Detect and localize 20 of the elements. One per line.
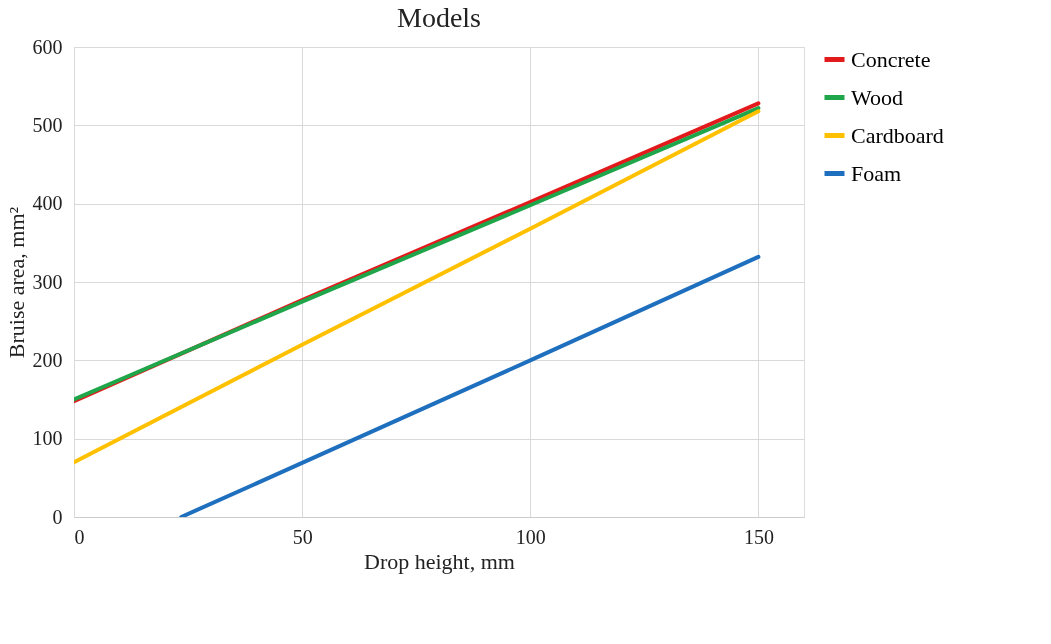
line-series: [74, 109, 761, 465]
legend-label: Foam: [851, 160, 902, 186]
y-tick-label: 100: [32, 427, 63, 450]
y-tick-label: 600: [32, 35, 63, 58]
legend-label: Cardboard: [851, 122, 944, 148]
x-tick-label: 50: [292, 525, 313, 548]
x-axis-title: Drop height, mm: [364, 548, 515, 574]
y-tick-label: 400: [32, 192, 63, 215]
y-tick-label: 0: [52, 505, 63, 528]
y-tick-label: 300: [32, 270, 63, 293]
y-tick-label: 500: [32, 113, 63, 136]
legend-label: Wood: [851, 84, 904, 110]
line-series: [179, 254, 761, 517]
x-tick-label: 0: [74, 525, 85, 548]
x-tick-label: 100: [515, 525, 546, 548]
chart-title: Models: [397, 2, 481, 33]
y-axis-title: Bruise area, mm²: [3, 206, 29, 359]
y-tick-label: 200: [32, 348, 63, 371]
x-tick-label: 150: [743, 525, 774, 548]
legend-label: Concrete: [851, 46, 931, 72]
